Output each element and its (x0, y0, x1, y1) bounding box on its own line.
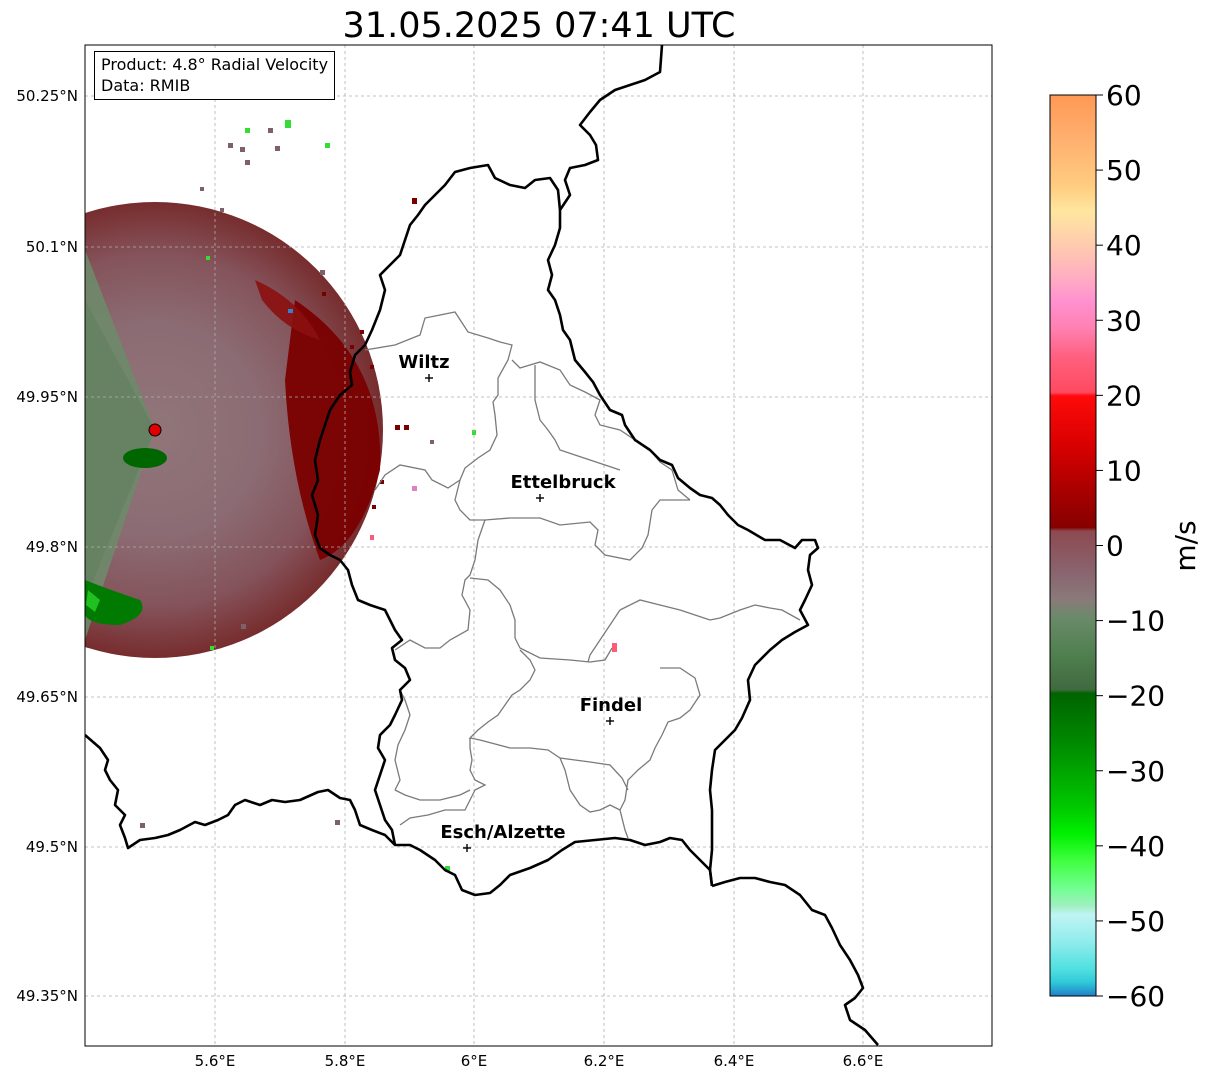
lon-tick: 6.6°E (843, 1052, 884, 1070)
national-borders (85, 45, 879, 1046)
city-label-wiltz: Wiltz (398, 352, 449, 373)
city-marker-ettelbruck: Ettelbruck (510, 472, 617, 502)
city-label-esch-alzette: Esch/Alzette (440, 822, 565, 843)
lat-tick: 49.95°N (16, 388, 78, 406)
lon-tick: 5.8°E (325, 1052, 366, 1070)
lat-tick: 50.1°N (26, 238, 78, 256)
lat-tick: 49.8°N (26, 538, 78, 556)
lat-tick: 50.25°N (16, 87, 78, 105)
city-label-ettelbruck: Ettelbruck (510, 472, 616, 493)
colorbar-tick-label: −30 (1106, 755, 1165, 788)
colorbar-tick-label: −10 (1106, 605, 1165, 638)
latitude-axis: 50.25°N 50.1°N 49.95°N 49.8°N 49.65°N 49… (16, 87, 78, 1005)
plot-frame (84, 44, 993, 1047)
data-source-label: Data: RMIB (101, 76, 191, 95)
colorbar-tick-label: 0 (1106, 530, 1124, 563)
colorbar-tick-label: 60 (1106, 79, 1142, 112)
city-marker-wiltz: Wiltz (398, 352, 450, 382)
city-marker-esch-alzette: Esch/Alzette (440, 822, 566, 852)
radar-site-marker (148, 423, 162, 437)
lon-tick: 6.4°E (714, 1052, 755, 1070)
lon-tick: 5.6°E (195, 1052, 236, 1070)
colorbar-ticks: 60 50 40 30 20 10 0 −10 −20 −30 −40 −50 −60 (1096, 79, 1165, 1013)
colorbar-tick-label: −60 (1106, 980, 1165, 1013)
colorbar-tick-label: 30 (1106, 304, 1142, 337)
lon-tick: 6.2°E (584, 1052, 625, 1070)
colorbar-tick-label: 10 (1106, 454, 1142, 487)
colorbar-scale (1049, 94, 1097, 997)
map-title: 31.05.2025 07:41 UTC (342, 6, 736, 46)
canton-boundaries (364, 311, 801, 839)
lat-tick: 49.65°N (16, 688, 78, 706)
longitude-axis: 5.6°E 5.8°E 6°E 6.2°E 6.4°E 6.6°E (195, 1052, 884, 1070)
city-marker-findel: Findel (580, 695, 643, 725)
lat-tick: 49.5°N (26, 838, 78, 856)
product-info-box: Product: 4.8° Radial Velocity Data: RMIB (94, 51, 336, 100)
colorbar-tick-label: −20 (1106, 680, 1165, 713)
colorbar-tick-label: 50 (1106, 154, 1142, 187)
city-label-findel: Findel (580, 695, 643, 716)
city-markers: Wiltz Ettelbruck Findel Esch/Alzette (398, 352, 642, 852)
lat-tick: 49.35°N (16, 987, 78, 1005)
colorbar-unit-label: m/s (1169, 520, 1202, 571)
colorbar-tick-label: −50 (1106, 905, 1165, 938)
lon-tick: 6°E (461, 1052, 488, 1070)
colorbar-tick-label: −40 (1106, 830, 1165, 863)
product-label: Product: 4.8° Radial Velocity (101, 55, 329, 74)
colorbar-tick-label: 40 (1106, 229, 1142, 262)
velocity-echo-field (85, 120, 617, 872)
colorbar-tick-label: 20 (1106, 379, 1142, 412)
